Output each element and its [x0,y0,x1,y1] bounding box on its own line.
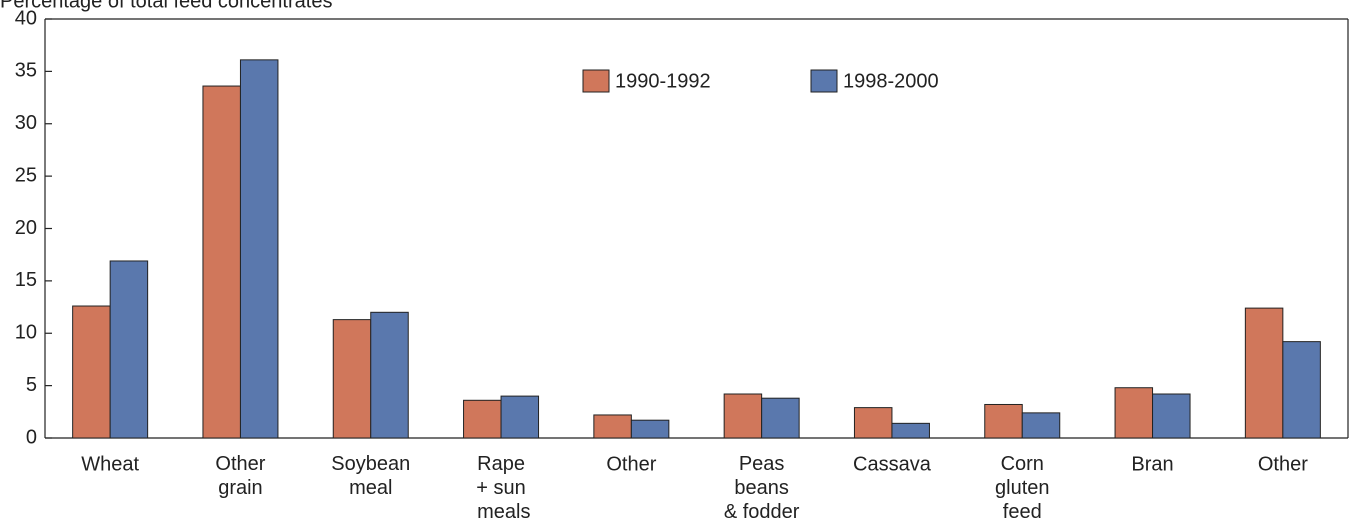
bar [1021,412,1061,439]
x-tick-label: Peas beans & fodder [724,453,800,523]
x-tick-label: Soybean meal [331,453,410,499]
chart-title: Percentage of total feed concentrates [0,0,332,12]
bar [891,422,930,439]
y-tick-label: 40 [15,7,37,29]
bar [593,414,632,439]
x-tick-label: Bran [1131,453,1173,475]
bar [761,397,800,439]
bar [332,319,372,439]
y-tick-label: 20 [15,217,37,239]
bar [984,403,1023,439]
y-tick-label: 0 [26,426,37,448]
legend-label: 1990-1992 [615,70,711,92]
bar [630,419,670,439]
legend-swatch [582,69,610,93]
y-tick-label: 15 [15,269,37,291]
bar [1282,341,1321,439]
y-tick-label: 35 [15,60,37,82]
bar [202,85,241,439]
x-tick-label: Rape + sun meals [472,453,531,523]
bar [463,399,502,439]
x-tick-label: Corn gluten feed [995,453,1050,523]
bar [1152,393,1191,439]
y-tick-label: 10 [15,322,37,344]
x-tick-label: Other [1258,453,1308,475]
bar [370,311,409,439]
x-tick-label: Wheat [81,453,139,475]
y-tick-label: 5 [26,374,37,396]
bar [72,305,111,439]
bar [853,407,893,439]
bar [723,393,763,439]
bar [1244,307,1284,439]
x-tick-label: Other [606,453,656,475]
bar [109,260,149,439]
bar [239,59,279,439]
legend-swatch [810,69,838,93]
legend-label: 1998-2000 [843,70,939,92]
y-tick-label: 30 [15,112,37,134]
bar [500,395,540,439]
x-tick-label: Cassava [853,453,932,475]
bar [1114,387,1154,439]
x-tick-label: Other grain [215,453,265,499]
y-tick-label: 25 [15,164,37,186]
